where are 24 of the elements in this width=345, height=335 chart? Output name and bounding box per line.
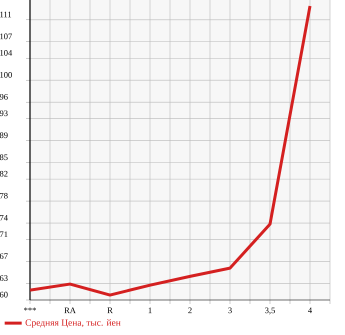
x-tick-label: 4 — [308, 308, 312, 314]
y-tick-label: 89 — [0, 132, 8, 138]
y-tick-label: 96 — [0, 94, 8, 100]
y-tick-label: 71 — [0, 231, 8, 238]
x-tick-label: *** — [24, 308, 36, 311]
y-tick-label: 82 — [0, 170, 8, 177]
y-tick-label: 111 — [0, 12, 12, 18]
x-tick-label: RA — [64, 308, 76, 314]
x-tick-label: 3 — [228, 308, 232, 314]
y-tick-label: 107 — [0, 34, 12, 40]
x-tick-label: 2 — [188, 308, 192, 314]
y-tick-label: 100 — [0, 72, 12, 78]
x-tick-label: 1 — [148, 308, 152, 314]
legend-label: Средняя Цена, тыс. йен — [26, 319, 121, 328]
y-tick-label: 74 — [0, 214, 8, 221]
y-tick-label: 85 — [0, 154, 8, 160]
y-tick-label: 60 — [0, 292, 8, 298]
x-tick-label: R — [107, 308, 113, 314]
y-tick-label: 67 — [0, 253, 8, 260]
y-tick-label: 104 — [0, 50, 12, 56]
x-tick-label: 3,5 — [265, 308, 275, 314]
y-tick-label: 63 — [0, 275, 8, 281]
y-tick-label: 78 — [0, 192, 8, 199]
y-tick-label: 93 — [0, 110, 8, 116]
